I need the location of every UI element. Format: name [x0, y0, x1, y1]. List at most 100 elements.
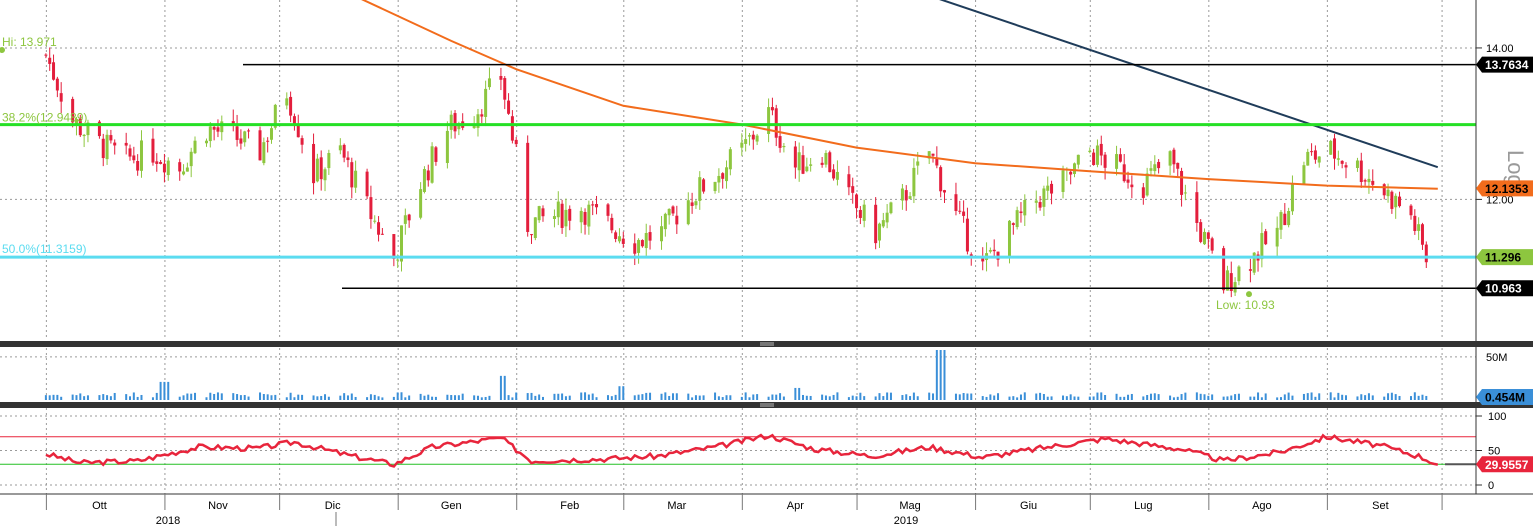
candle-up: [262, 142, 266, 164]
rsi-tick-label: 50: [1488, 446, 1500, 458]
candle-down: [97, 121, 101, 137]
month-label: Ago: [1252, 500, 1272, 512]
volume-bar: [320, 395, 323, 400]
volume-bar: [855, 396, 858, 400]
low-label: Low: 10.93: [1216, 298, 1275, 312]
volume-bar: [564, 396, 567, 400]
volume-bar: [515, 392, 518, 400]
volume-bar: [488, 395, 491, 400]
candle-down: [1199, 222, 1203, 242]
volume-bar: [622, 386, 625, 400]
candle-down: [113, 142, 117, 146]
candle-down: [136, 161, 140, 171]
volume-bar: [1042, 393, 1045, 400]
volume-bar: [163, 381, 166, 400]
volume-bar: [1130, 393, 1133, 400]
volume-bar: [454, 395, 457, 400]
candle-down: [526, 142, 530, 232]
candle-down: [1382, 184, 1386, 196]
volume-bar: [419, 393, 422, 400]
volume-bar: [1096, 392, 1099, 400]
candle-down: [939, 167, 943, 192]
candle-down: [289, 96, 293, 116]
volume-bar: [1383, 396, 1386, 400]
candle-up: [1015, 210, 1019, 228]
month-label: Apr: [787, 500, 804, 512]
volume-bar: [236, 394, 239, 400]
volume-bar: [958, 394, 961, 400]
candle-down: [1229, 273, 1233, 291]
volume-bar: [633, 395, 636, 400]
candle-up: [767, 107, 771, 134]
volume-bar: [259, 392, 262, 400]
candle-up: [1183, 192, 1187, 194]
volume-bar: [1207, 395, 1210, 400]
volume-bar: [60, 396, 63, 400]
volume-bar: [1157, 394, 1160, 400]
volume-bar: [671, 393, 674, 400]
candle-down: [568, 208, 572, 221]
volume-bar: [1302, 393, 1305, 400]
volume-bar: [805, 395, 808, 400]
candle-down: [847, 174, 851, 188]
candle-down: [778, 136, 782, 148]
month-label: Nov: [208, 500, 228, 512]
candle-up: [1046, 185, 1050, 191]
volume-bar: [1314, 396, 1317, 400]
candle-down: [1363, 180, 1367, 182]
candle-up: [193, 140, 197, 154]
candle-down: [128, 148, 132, 157]
year-label: 2019: [894, 515, 918, 526]
volume-bar: [1019, 394, 1022, 400]
candle-up: [912, 167, 916, 197]
candle-up: [220, 121, 224, 133]
volume-bar: [190, 393, 193, 400]
candle-down: [640, 240, 644, 247]
volume-bar: [86, 395, 89, 400]
volume-bar: [1257, 392, 1260, 400]
volume-bar: [1310, 392, 1313, 400]
candle-down: [1413, 215, 1417, 231]
volume-bar: [354, 396, 357, 400]
candle-down: [874, 204, 878, 244]
candle-up: [1168, 151, 1172, 166]
volume-bar: [714, 392, 717, 400]
volume-bar: [1341, 394, 1344, 400]
volume-bar: [1417, 395, 1420, 400]
volume-bar: [1276, 397, 1279, 400]
volume-bar: [1360, 394, 1363, 400]
candle-down: [71, 98, 75, 123]
volume-bar: [1142, 396, 1145, 400]
volume-bar: [798, 387, 801, 400]
volume-bar: [1069, 394, 1072, 400]
candle-up: [927, 151, 931, 159]
candle-up: [1306, 151, 1310, 166]
candle-down: [981, 257, 985, 262]
volume-bar: [98, 395, 101, 400]
candle-up: [552, 216, 556, 219]
volume-bar: [1237, 393, 1240, 400]
candle-up: [373, 220, 377, 222]
volume-bar: [1287, 392, 1290, 400]
candle-down: [1130, 184, 1134, 188]
candle-down: [300, 138, 304, 145]
candle-up: [74, 118, 78, 124]
candle-down: [1118, 154, 1122, 162]
volume-bar: [954, 393, 957, 400]
volume-bar: [775, 394, 778, 400]
volume-last-tag: [1476, 389, 1533, 405]
fib-382-label: 38.2%(12.9489): [2, 111, 87, 125]
candle-down: [155, 161, 159, 164]
candle-down: [1420, 224, 1424, 245]
volume-bar: [878, 393, 881, 400]
volume-bar: [427, 394, 430, 400]
volume-bar: [289, 392, 292, 400]
candle-up: [740, 142, 744, 148]
month-label: Lug: [1134, 500, 1152, 512]
rsi-tick-label: 100: [1488, 411, 1506, 423]
candle-up: [1279, 212, 1283, 230]
candle-down: [1344, 165, 1348, 168]
last-price-value: 11.296: [1485, 251, 1521, 265]
